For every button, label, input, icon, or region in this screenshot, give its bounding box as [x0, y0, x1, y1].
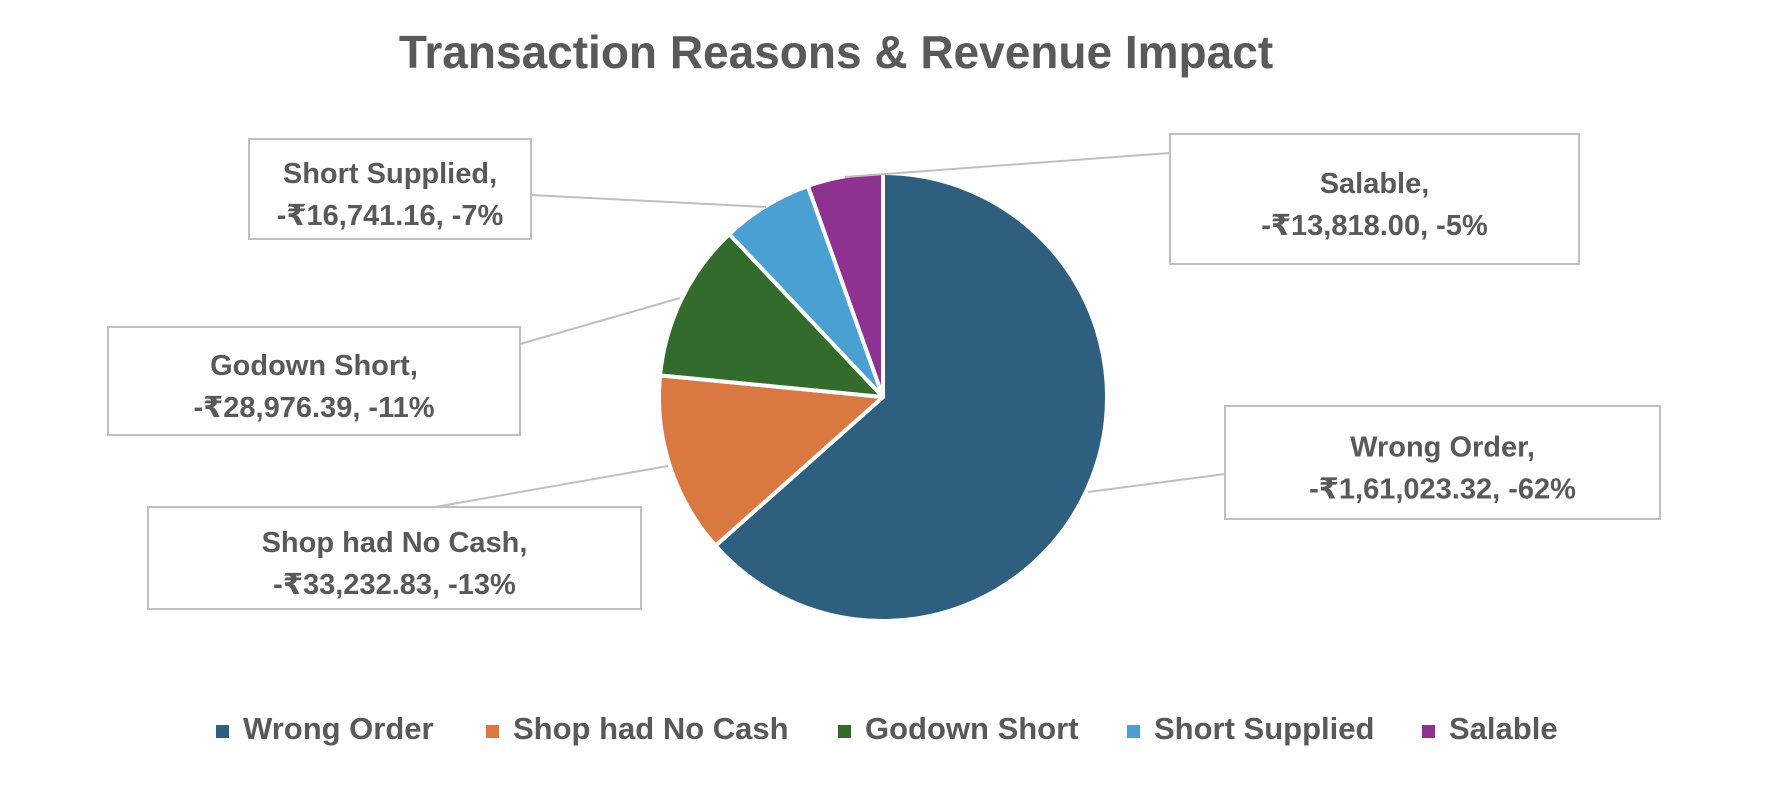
data-label-value: -₹1,61,023.32, -62%	[1309, 474, 1576, 506]
pie-slice-salable	[805, 171, 885, 399]
leader-line-salable	[844, 152, 1171, 178]
leader-line-wrong-order	[1087, 473, 1226, 493]
callout-box	[248, 138, 532, 240]
legend-swatch	[1422, 725, 1435, 738]
legend-swatch	[486, 725, 499, 738]
data-label-value: -₹13,818.00, -5%	[1261, 210, 1488, 242]
data-label-category: Godown Short,	[210, 350, 418, 382]
legend: Wrong Order Shop had No Cash Godown Short S…	[216, 711, 1558, 746]
leader-line-shop-had-no-cash	[434, 465, 669, 508]
pie-slice-wrong-order	[713, 171, 1109, 623]
legend-label: Wrong Order	[243, 711, 434, 746]
data-label-value: -₹16,741.16, -7%	[277, 200, 504, 232]
pie-slice-godown-short	[658, 232, 885, 399]
data-label-value: -₹33,232.83, -13%	[273, 569, 516, 601]
legend-item-shop-had-no-cash: Shop had No Cash	[486, 711, 789, 746]
data-label-salable: Salable, -₹13,818.00, -5%	[1169, 133, 1580, 265]
leader-line-short-supplied	[530, 194, 767, 208]
data-label-category: Salable,	[1320, 168, 1430, 200]
legend-swatch	[838, 725, 851, 738]
data-label-callouts: Wrong Order, -₹1,61,023.32, -62% Shop had …	[107, 133, 1661, 610]
callout-box	[107, 326, 521, 436]
data-label-category: Wrong Order,	[1350, 432, 1535, 464]
data-label-godown-short: Godown Short, -₹28,976.39, -11%	[107, 326, 521, 436]
leader-lines	[434, 152, 1226, 508]
legend-swatch	[216, 725, 229, 738]
legend-item-wrong-order: Wrong Order	[216, 711, 434, 746]
legend-label: Short Supplied	[1154, 711, 1374, 746]
pie-slice-shop-had-no-cash	[657, 373, 885, 548]
leader-line-godown-short	[519, 297, 681, 345]
data-label-category: Shop had No Cash,	[262, 527, 528, 559]
legend-item-short-supplied: Short Supplied	[1127, 711, 1374, 746]
legend-item-godown-short: Godown Short	[838, 711, 1079, 746]
chart-title: Transaction Reasons & Revenue Impact	[399, 26, 1273, 78]
data-label-short-supplied: Short Supplied, -₹16,741.16, -7%	[248, 138, 532, 240]
legend-item-salable: Salable	[1422, 711, 1558, 746]
legend-label: Godown Short	[865, 711, 1079, 746]
legend-swatch	[1127, 725, 1140, 738]
pie-slices	[657, 171, 1109, 623]
legend-label: Salable	[1449, 711, 1558, 746]
data-label-shop-had-no-cash: Shop had No Cash, -₹33,232.83, -13%	[147, 506, 642, 610]
data-label-category: Short Supplied,	[283, 158, 497, 190]
callout-box	[1224, 405, 1661, 520]
data-label-wrong-order: Wrong Order, -₹1,61,023.32, -62%	[1224, 405, 1661, 520]
callout-box	[147, 506, 642, 610]
legend-label: Shop had No Cash	[513, 711, 789, 746]
callout-box	[1169, 133, 1580, 265]
data-label-value: -₹28,976.39, -11%	[193, 392, 434, 424]
